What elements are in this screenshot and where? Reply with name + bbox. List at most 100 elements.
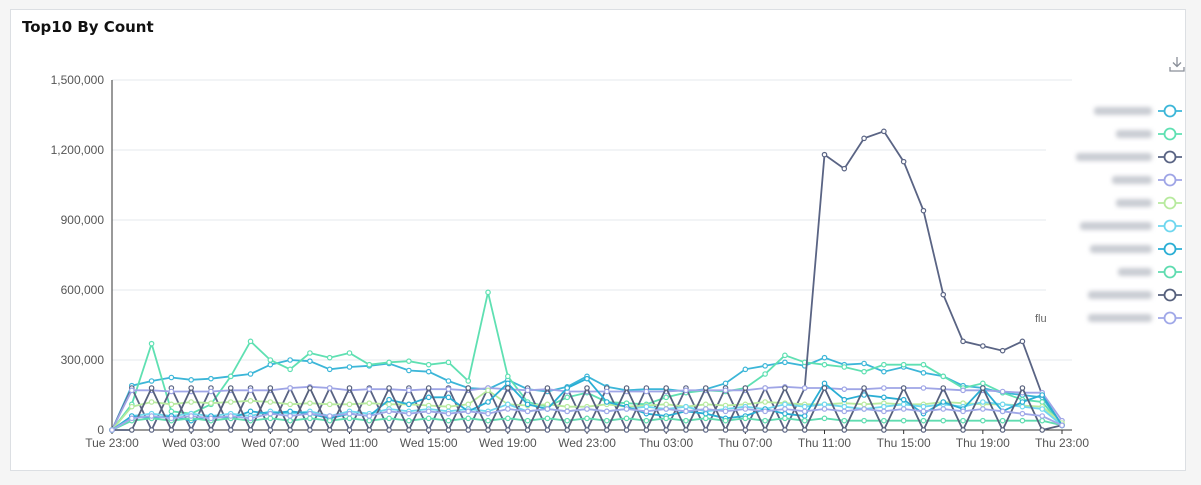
data-point: [524, 401, 531, 408]
data-point: [267, 385, 274, 391]
data-point: [287, 417, 293, 424]
data-point: [168, 401, 175, 408]
data-point: [505, 385, 511, 391]
legend-item[interactable]: [1080, 219, 1182, 233]
data-point: [465, 427, 472, 433]
x-tick-label: Wed 23:00: [558, 436, 616, 450]
data-point: [386, 359, 392, 366]
data-point: [227, 413, 234, 419]
chart-panel: Top10 By Count: [10, 9, 1186, 471]
legend-item[interactable]: [1094, 104, 1182, 118]
data-point: [782, 359, 788, 366]
data-point: [603, 388, 610, 395]
data-point: [148, 340, 155, 347]
data-point: [267, 427, 274, 433]
x-tick-label: Thu 11:00: [798, 436, 851, 450]
data-point: [663, 394, 669, 401]
data-point: [663, 385, 669, 391]
data-point: [841, 417, 848, 424]
legend-item[interactable]: [1118, 265, 1182, 279]
x-tick-label: Thu 07:00: [718, 436, 772, 450]
legend-swatch-marker: [1163, 311, 1177, 325]
data-point: [940, 373, 947, 380]
data-point: [168, 374, 175, 381]
legend-item[interactable]: [1116, 196, 1182, 210]
y-tick-label: 900,000: [61, 213, 105, 227]
data-point: [346, 401, 353, 408]
data-point: [960, 417, 966, 424]
x-tick-label: Wed 11:00: [321, 436, 378, 450]
data-point: [999, 401, 1006, 408]
data-point: [841, 408, 848, 415]
legend-item[interactable]: [1116, 127, 1182, 141]
legend-label-redacted: [1112, 176, 1152, 184]
legend-item[interactable]: [1088, 288, 1182, 302]
legend-item[interactable]: [1112, 173, 1182, 187]
data-point: [722, 427, 729, 433]
data-point: [584, 406, 590, 412]
data-point: [841, 396, 848, 403]
data-point: [247, 427, 254, 433]
data-point: [208, 375, 214, 382]
data-point: [821, 361, 828, 368]
grid-lines: [112, 79, 1072, 361]
data-point: [999, 388, 1006, 395]
data-point: [702, 401, 709, 408]
legend-item[interactable]: [1088, 311, 1182, 325]
data-point: [881, 417, 887, 424]
data-point: [524, 417, 531, 424]
data-point: [821, 415, 828, 422]
data-point: [881, 427, 887, 433]
data-point: [505, 427, 511, 433]
data-point: [702, 427, 709, 433]
data-point: [663, 401, 669, 408]
data-point: [940, 417, 947, 424]
data-point: [603, 427, 610, 433]
data-point: [900, 406, 907, 412]
data-point: [900, 158, 907, 165]
data-point: [247, 371, 254, 377]
data-point: [445, 386, 452, 392]
download-icon[interactable]: [1168, 55, 1186, 73]
data-point: [188, 399, 194, 405]
data-point: [485, 289, 491, 296]
data-point: [762, 363, 768, 369]
legend-label-redacted: [1116, 130, 1152, 138]
legend-item[interactable]: [1076, 150, 1182, 164]
data-point: [109, 427, 115, 433]
data-point: [960, 408, 966, 415]
data-point: [524, 387, 531, 394]
data-point: [821, 406, 828, 412]
series-9: [109, 385, 1065, 433]
data-point: [346, 415, 353, 422]
y-tick-label: 0: [97, 423, 104, 437]
data-point: [247, 408, 254, 415]
legend-item[interactable]: [1090, 242, 1182, 256]
data-point: [267, 357, 274, 363]
data-point: [564, 427, 571, 433]
data-point: [505, 373, 511, 380]
data-point: [287, 385, 293, 391]
data-point: [406, 427, 412, 433]
data-point: [425, 394, 432, 401]
data-point: [406, 367, 412, 374]
data-point: [346, 350, 353, 356]
data-point: [861, 368, 867, 375]
data-point: [366, 400, 373, 406]
data-point: [861, 401, 867, 408]
data-point: [247, 338, 254, 345]
legend-label-redacted: [1080, 222, 1152, 230]
data-point: [722, 408, 729, 415]
data-point: [702, 385, 709, 391]
data-point: [762, 427, 768, 433]
data-point: [821, 354, 828, 361]
data-point: [900, 417, 907, 424]
data-point: [742, 385, 749, 391]
data-point: [782, 401, 788, 408]
data-point: [1039, 417, 1046, 424]
data-point: [267, 399, 274, 405]
data-point: [326, 401, 333, 408]
data-point: [702, 415, 709, 422]
legend-label-redacted: [1116, 199, 1152, 207]
data-point: [999, 427, 1006, 433]
